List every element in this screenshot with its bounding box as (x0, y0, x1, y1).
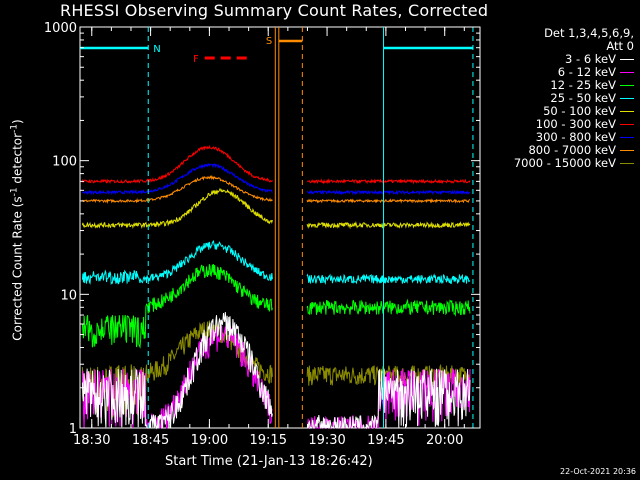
legend-swatch (620, 72, 634, 73)
legend-entry: 6 - 12 keV (474, 66, 634, 79)
legend-swatch (620, 59, 634, 60)
flare-label: F (193, 54, 199, 65)
series-12-25-kev (81, 264, 471, 349)
chart-title: RHESSI Observing Summary Count Rates, Co… (60, 1, 489, 20)
y-tick-label: 1000 (44, 21, 77, 36)
y-tick-label: 10 (60, 288, 77, 303)
legend-swatch (620, 137, 634, 138)
x-tick-label: 19:00 (191, 433, 228, 448)
legend-entry-label: 12 - 25 keV (550, 78, 616, 92)
legend-attenuator: Att 0 (606, 39, 634, 53)
legend-entry: 50 - 100 keV (474, 105, 634, 118)
y-axis-label: Corrected Count Rate (s-1 detector-1) (9, 119, 25, 341)
legend-swatch (620, 150, 634, 151)
legend-entry-label: 800 - 7000 keV (528, 143, 616, 157)
legend-swatch (620, 124, 634, 125)
night-label: N (153, 44, 160, 55)
legend-entry-label: 6 - 12 keV (557, 65, 616, 79)
legend-entry: 800 - 7000 keV (474, 144, 634, 157)
plot-frame (79, 26, 481, 429)
series-800-7000-kev (81, 174, 470, 204)
series-3-6-kev (81, 312, 471, 430)
series-300-800-kev (81, 163, 471, 196)
saa-label: S (266, 36, 272, 47)
x-tick-label: 18:30 (73, 433, 110, 448)
legend-entry-label: 50 - 100 keV (543, 104, 616, 118)
legend-swatch (620, 111, 634, 112)
legend-entry: 3 - 6 keV (474, 53, 634, 66)
legend-entry: 25 - 50 keV (474, 92, 634, 105)
legend-detectors: Det 1,3,4,5,6,9, (544, 26, 634, 40)
legend-swatch (620, 163, 634, 164)
x-tick-label: 19:15 (250, 433, 287, 448)
y-tick-label: 100 (52, 155, 77, 170)
legend-entry: 7000 - 15000 keV (474, 157, 634, 170)
x-tick-label: 19:30 (308, 433, 345, 448)
legend-swatch (620, 98, 634, 99)
y-tick-label: 1 (69, 422, 77, 437)
legend-entry: 300 - 800 keV (474, 131, 634, 144)
legend-entry-label: 7000 - 15000 keV (513, 156, 616, 170)
x-tick-label: 20:00 (426, 433, 463, 448)
legend-entry-label: 3 - 6 keV (565, 52, 616, 66)
series-100-300-kev (81, 144, 471, 185)
legend-entry-label: 100 - 300 keV (535, 117, 616, 131)
series-50-100-kev (81, 187, 471, 230)
y-axis-label-wrap: Corrected Count Rate (s-1 detector-1) (2, 90, 32, 370)
legend-entry: 12 - 25 keV (474, 79, 634, 92)
legend: Det 1,3,4,5,6,9, Att 0 3 - 6 keV 6 - 12 k… (474, 27, 634, 170)
series-25-50-kev (81, 239, 471, 286)
legend-entry-label: 25 - 50 keV (550, 91, 616, 105)
x-tick-label: 18:45 (132, 433, 169, 448)
legend-swatch (620, 85, 634, 86)
generated-timestamp: 22-Oct-2021 20:36 (560, 467, 636, 476)
legend-entry: 100 - 300 keV (474, 118, 634, 131)
legend-entry-label: 300 - 800 keV (535, 130, 616, 144)
x-tick-label: 19:45 (367, 433, 404, 448)
x-axis-label: Start Time (21-Jan-13 18:26:42) (165, 454, 373, 469)
